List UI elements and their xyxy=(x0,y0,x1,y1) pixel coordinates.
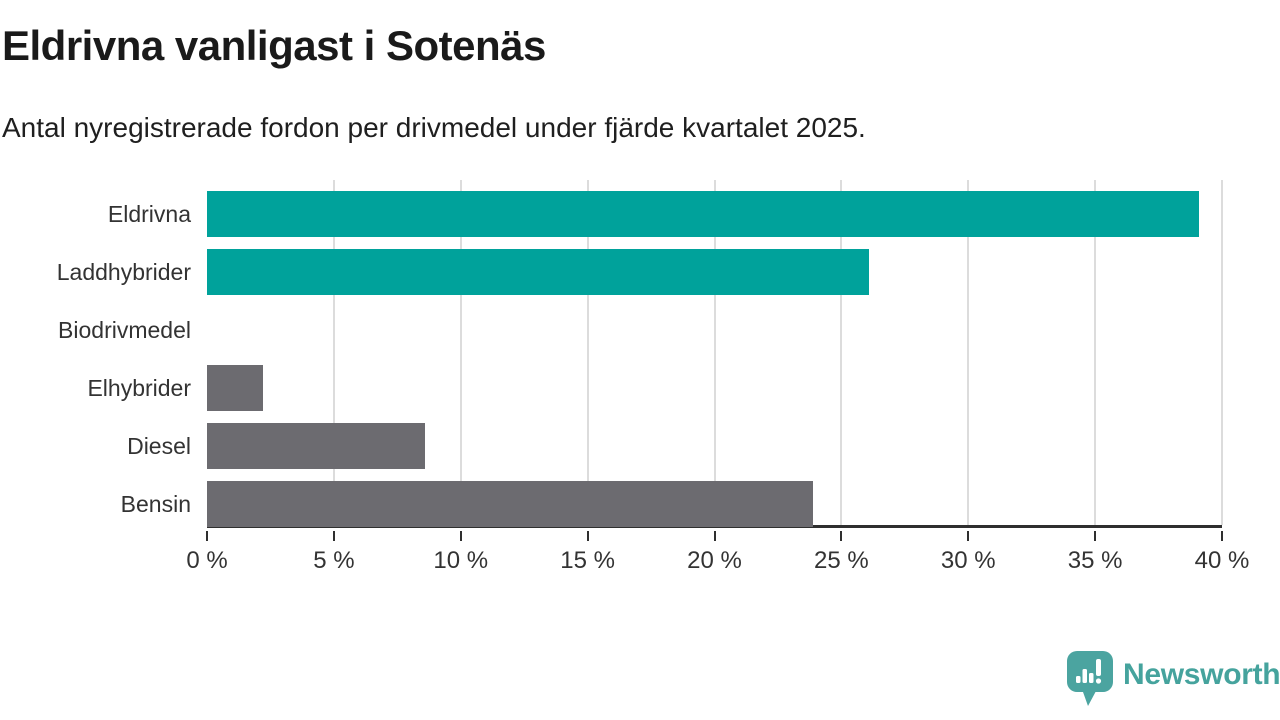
gridline-25 xyxy=(840,180,843,525)
gridline-30 xyxy=(967,180,970,525)
x-tick-label-25: 25 % xyxy=(814,547,869,574)
category-label-diesel: Diesel xyxy=(127,433,191,459)
x-tick-mark-15 xyxy=(586,531,589,541)
category-axis: Eldrivna Laddhybrider Biodrivmedel Elhybrid… xyxy=(0,180,191,528)
category-label-laddhybrider: Laddhybrider xyxy=(56,259,191,285)
x-tick-mark-0 xyxy=(206,531,208,541)
chart-title: Eldrivna vanligast i Sotenäs xyxy=(2,22,546,69)
brand-name: Newsworthy xyxy=(1123,658,1280,691)
x-tick-label-10: 10 % xyxy=(433,547,489,574)
x-tick-mark-10 xyxy=(459,531,462,541)
x-tick-mark-40 xyxy=(1221,531,1223,541)
gridline-10 xyxy=(459,180,462,525)
category-label-eldrivna: Eldrivna xyxy=(107,201,191,227)
brand-footer: Newsworthy xyxy=(1066,650,1280,708)
bar-bensin xyxy=(207,481,814,527)
category-label-bensin: Bensin xyxy=(120,491,191,517)
bar-laddhybrider xyxy=(207,249,870,295)
x-axis: 0 % 5 % 10 % 15 % 20 % 25 % 30 % 35 % 40 % xyxy=(186,531,1249,591)
gridline-35 xyxy=(1094,180,1097,525)
x-tick-label-20: 20 % xyxy=(687,547,742,574)
plot-area xyxy=(207,180,1223,528)
x-tick-mark-25 xyxy=(840,531,843,541)
x-tick-label-35: 35 % xyxy=(1067,547,1123,574)
gridline-20 xyxy=(713,180,716,525)
newsworthy-logo-icon xyxy=(1067,651,1113,706)
gridline-40 xyxy=(1221,180,1223,525)
gridline-5 xyxy=(332,180,335,525)
x-tick-mark-30 xyxy=(967,531,970,541)
bar-elhybrider xyxy=(207,365,263,411)
x-tick-label-15: 15 % xyxy=(560,547,615,574)
x-tick-mark-5 xyxy=(332,531,335,541)
chart-subtitle: Antal nyregistrerade fordon per drivmede… xyxy=(2,112,866,143)
x-tick-label-5: 5 % xyxy=(313,547,355,574)
gridline-15 xyxy=(586,180,589,525)
x-tick-label-0: 0 % xyxy=(186,547,228,574)
x-tick-mark-20 xyxy=(713,531,716,541)
bar-eldrivna xyxy=(207,191,1200,237)
category-label-elhybrider: Elhybrider xyxy=(87,375,191,401)
x-tick-label-40: 40 % xyxy=(1194,547,1250,574)
x-tick-mark-35 xyxy=(1094,531,1097,541)
x-tick-label-30: 30 % xyxy=(940,547,996,574)
category-label-biodrivmedel: Biodrivmedel xyxy=(58,317,191,343)
bar-diesel xyxy=(207,423,426,469)
